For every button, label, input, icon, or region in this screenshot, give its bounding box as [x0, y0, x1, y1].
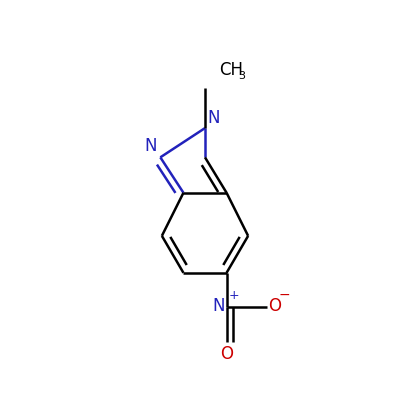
Text: O: O — [268, 297, 281, 315]
Text: 3: 3 — [238, 71, 245, 81]
Text: −: − — [278, 288, 290, 302]
Text: N: N — [208, 108, 220, 126]
Text: N: N — [145, 137, 157, 155]
Text: O: O — [220, 345, 233, 363]
Text: +: + — [229, 289, 240, 302]
Text: N: N — [213, 297, 225, 315]
Text: CH: CH — [219, 61, 243, 79]
